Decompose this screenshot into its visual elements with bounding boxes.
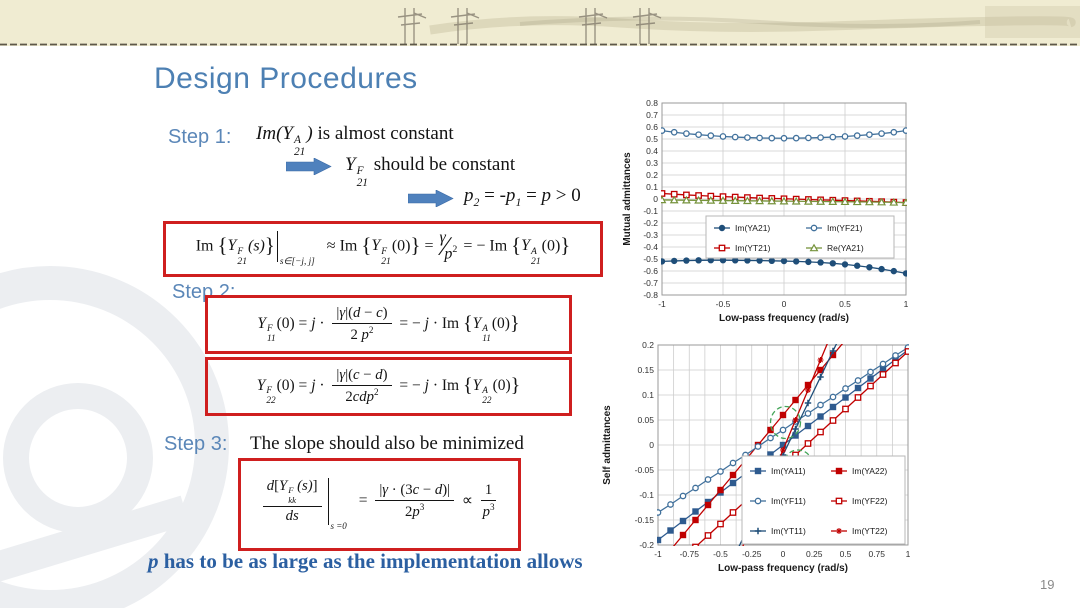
svg-text:0: 0 [653, 194, 658, 204]
svg-text:-0.5: -0.5 [713, 549, 728, 559]
step1-implication-1: Y F 21 should be constant [345, 154, 516, 189]
svg-text:-1: -1 [654, 549, 662, 559]
svg-text:-0.4: -0.4 [643, 242, 658, 252]
svg-text:0.15: 0.15 [637, 365, 654, 375]
svg-text:-0.1: -0.1 [639, 490, 654, 500]
step3-statement: The slope should also be minimized [250, 433, 524, 454]
mutual-admittances-chart: -1 -0.5 0 0.5 1 0.8 0.7 0.6 0.5 0.4 0.3 0.2 0.1 0 -0.1… [618, 95, 918, 340]
formula-box-1: Im {Y F 21 (s)}s∈[−j, j] ≈ Im {Y F 21 (0)} = γ… [163, 221, 603, 277]
svg-text:0.75: 0.75 [868, 549, 885, 559]
arrow-icon [286, 158, 332, 175]
svg-text:Low-pass frequency (rad/s): Low-pass frequency (rad/s) [718, 563, 848, 574]
svg-text:-0.3: -0.3 [643, 230, 658, 240]
svg-text:0.5: 0.5 [839, 299, 851, 309]
svg-text:0.5: 0.5 [840, 549, 852, 559]
svg-text:Im(YF21): Im(YF21) [827, 223, 863, 233]
svg-text:0: 0 [649, 440, 654, 450]
svg-text:-0.7: -0.7 [643, 278, 658, 288]
svg-text:0.6: 0.6 [646, 122, 658, 132]
svg-text:1: 1 [906, 549, 911, 559]
svg-text:Im(YT22): Im(YT22) [852, 526, 888, 536]
svg-text:Im(YT21): Im(YT21) [735, 243, 771, 253]
self-admittances-chart: -1 -0.75 -0.5 -0.25 0 0.25 0.5 0.75 1 0.2 0.15 0.1 0… [600, 337, 915, 588]
formula-3: Y F 22 (0) = j · |γ|(c − d) 2cdp2 = − j · Im… [256, 366, 521, 406]
svg-text:-0.8: -0.8 [643, 290, 658, 300]
banner-smudge-2 [519, 16, 981, 28]
header-banner-sketch [0, 0, 1080, 46]
svg-text:1: 1 [904, 299, 909, 309]
page-number: 19 [1040, 577, 1055, 592]
svg-text:-0.25: -0.25 [742, 549, 762, 559]
svg-text:0: 0 [782, 299, 787, 309]
svg-text:-0.75: -0.75 [680, 549, 700, 559]
svg-text:Low-pass frequency (rad/s): Low-pass frequency (rad/s) [719, 313, 849, 324]
step3-label: Step 3: [164, 433, 228, 455]
svg-text:Im(YA22): Im(YA22) [852, 466, 887, 476]
svg-text:-0.1: -0.1 [643, 206, 658, 216]
svg-text:-1: -1 [658, 299, 666, 309]
conclusion-text: p has to be as large as the implementati… [148, 549, 583, 573]
svg-text:Im(YF22): Im(YF22) [852, 496, 888, 506]
svg-text:Re(YA21): Re(YA21) [827, 243, 864, 253]
banner-background [0, 0, 1080, 46]
formula-1: Im {Y F 21 (s)}s∈[−j, j] ≈ Im {Y F 21 (0)} = γ… [195, 229, 571, 268]
svg-text:-0.05: -0.05 [635, 465, 655, 475]
svg-text:-0.5: -0.5 [716, 299, 731, 309]
banner-smudge [429, 16, 1076, 35]
svg-text:Im(YF11): Im(YF11) [771, 496, 806, 506]
svg-text:0.7: 0.7 [646, 110, 658, 120]
svg-text:0.5: 0.5 [646, 134, 658, 144]
svg-text:0.05: 0.05 [637, 415, 654, 425]
formula-box-3: Y F 22 (0) = j · |γ|(c − d) 2cdp2 = − j · Im… [205, 357, 572, 416]
svg-text:-0.15: -0.15 [635, 515, 655, 525]
banner-smudge-3 [985, 6, 1080, 38]
svg-text:Im(YA21): Im(YA21) [735, 223, 770, 233]
svg-text:0.1: 0.1 [642, 390, 654, 400]
svg-text:Im(YT11): Im(YT11) [771, 526, 806, 536]
svg-text:-0.2: -0.2 [639, 540, 654, 550]
svg-text:Mutual admittances: Mutual admittances [622, 152, 633, 246]
svg-text:Im(YA11): Im(YA11) [771, 466, 806, 476]
arrow-icon [408, 190, 454, 207]
svg-text:0.2: 0.2 [646, 170, 658, 180]
svg-text:-0.6: -0.6 [643, 266, 658, 276]
svg-text:-0.2: -0.2 [643, 218, 658, 228]
transmission-tower-sketch [397, 8, 662, 44]
svg-text:0.1: 0.1 [646, 182, 658, 192]
svg-text:0.2: 0.2 [642, 340, 654, 350]
watermark-logo [0, 266, 229, 608]
svg-text:0.8: 0.8 [646, 98, 658, 108]
svg-text:-0.5: -0.5 [643, 254, 658, 264]
page-title: Design Procedures [154, 62, 418, 95]
svg-text:0.3: 0.3 [646, 158, 658, 168]
svg-text:0.25: 0.25 [806, 549, 823, 559]
svg-text:0.4: 0.4 [646, 146, 658, 156]
svg-text:Self admittances: Self admittances [602, 405, 613, 485]
formula-2: Y F 11 (0) = j · |γ|(d − c) 2 p2 = − j · Im … [257, 304, 520, 344]
step1-implication-2: p2 = -p1 = p > 0 [464, 185, 581, 209]
step1-label: Step 1: [168, 126, 232, 148]
step1-statement: Im(Y A 21) is almost constant [256, 123, 454, 158]
formula-box-2: Y F 11 (0) = j · |γ|(d − c) 2 p2 = − j · Im … [205, 295, 572, 354]
svg-text:0: 0 [781, 549, 786, 559]
